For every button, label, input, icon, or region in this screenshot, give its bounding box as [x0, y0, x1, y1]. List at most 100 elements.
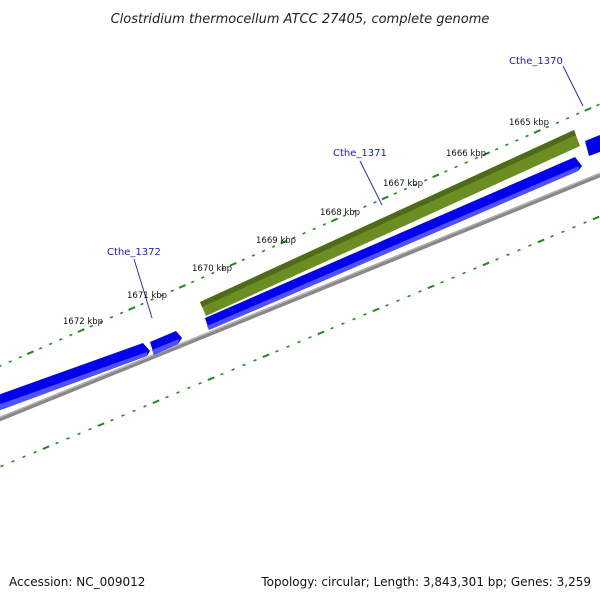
minor-tick [176, 391, 180, 394]
major-tick [97, 422, 105, 427]
kbp-label: 1665 kbp [509, 118, 549, 128]
minor-tick [505, 143, 509, 147]
minor-tick [99, 320, 104, 324]
minor-tick [341, 322, 345, 325]
minor-tick [525, 134, 529, 138]
minor-tick [22, 455, 26, 459]
gene-label-cthe-1370[interactable]: Cthe_1370 [509, 56, 584, 107]
minor-tick [132, 409, 136, 413]
minor-tick [528, 244, 532, 247]
minor-tick [583, 221, 587, 224]
minor-tick [89, 324, 93, 328]
major-tick [381, 195, 389, 201]
minor-tick [517, 248, 521, 252]
minor-tick [418, 290, 422, 293]
minor-tick [253, 359, 257, 362]
minor-tick [322, 223, 327, 226]
minor-tick [18, 355, 22, 359]
major-tick [152, 399, 160, 405]
minor-tick [363, 313, 367, 316]
feature-bar[interactable] [200, 130, 580, 316]
major-tick [330, 217, 339, 223]
major-tick [128, 306, 136, 311]
minor-tick [8, 360, 12, 363]
minor-tick [198, 382, 202, 385]
minor-tick [11, 460, 15, 463]
minor-tick [515, 139, 519, 142]
minor-tick [220, 372, 224, 376]
minor-tick [396, 299, 400, 302]
minor-tick [251, 254, 256, 257]
minor-tick [373, 200, 377, 204]
minor-tick [200, 276, 205, 279]
minor-tick [211, 271, 215, 275]
minor-tick [302, 231, 306, 235]
major-tick [482, 151, 491, 157]
minor-tick [385, 303, 389, 307]
minor-tick [393, 192, 398, 195]
minor-tick [242, 363, 246, 367]
minor-tick [221, 267, 225, 271]
minor-tick [190, 280, 195, 284]
minor-tick [48, 342, 53, 346]
minor-tick [69, 333, 73, 337]
minor-tick [474, 156, 479, 160]
minor-tick [275, 349, 279, 353]
minor-tick [0, 464, 4, 468]
major-tick [262, 353, 270, 359]
minor-tick [561, 230, 565, 234]
minor-tick [495, 258, 499, 261]
minor-tick [407, 294, 411, 298]
minor-tick [330, 326, 334, 330]
minor-tick [403, 187, 408, 191]
cds-arrow-small-highlight [152, 339, 179, 355]
minor-tick [363, 205, 367, 209]
major-tick [427, 284, 435, 290]
minor-tick [66, 437, 70, 440]
minor-tick [312, 227, 316, 231]
genome-backbone-highlight [0, 173, 600, 419]
genome-summary-text: Topology: circular; Length: 3,843,301 bp… [260, 575, 591, 589]
major-tick [432, 173, 440, 179]
minor-tick [121, 414, 125, 417]
minor-tick [292, 236, 296, 240]
gene-leader-line [359, 160, 383, 206]
cds-arrow-left-highlight [0, 352, 147, 411]
minor-tick [440, 280, 444, 284]
minor-tick [59, 338, 63, 341]
gene-label-text: Cthe_1372 [107, 247, 161, 258]
gene-label-text: Cthe_1371 [333, 148, 387, 159]
cds-track [0, 133, 600, 411]
minor-tick [77, 432, 81, 436]
major-tick [77, 328, 85, 333]
major-tick [42, 445, 50, 450]
minor-tick [297, 340, 301, 344]
cds-arrow-right[interactable] [585, 133, 600, 156]
genome-backbone [0, 172, 600, 422]
minor-tick [140, 302, 144, 306]
minor-tick [444, 170, 448, 173]
minor-tick [473, 267, 477, 270]
minor-tick [231, 368, 235, 371]
kbp-label: 1670 kbp [192, 264, 232, 274]
major-tick [592, 215, 600, 221]
minor-tick [352, 317, 356, 321]
major-tick [584, 107, 592, 112]
minor-tick [33, 450, 37, 454]
minor-tick [576, 112, 580, 116]
kbp-label: 1672 kbp [63, 317, 103, 327]
gene-label-cthe-1372[interactable]: Cthe_1372 [107, 247, 161, 319]
minor-tick [423, 178, 428, 182]
gene-label-cthe-1371[interactable]: Cthe_1371 [333, 148, 387, 206]
minor-tick [464, 161, 468, 164]
minor-tick [555, 121, 560, 125]
outer-tick-track [0, 103, 600, 367]
minor-tick [110, 418, 114, 422]
major-tick [533, 129, 541, 134]
minor-tick [413, 183, 418, 186]
minor-tick [494, 147, 499, 151]
minor-tick [550, 235, 554, 238]
minor-tick [451, 276, 455, 280]
major-tick [372, 307, 380, 313]
